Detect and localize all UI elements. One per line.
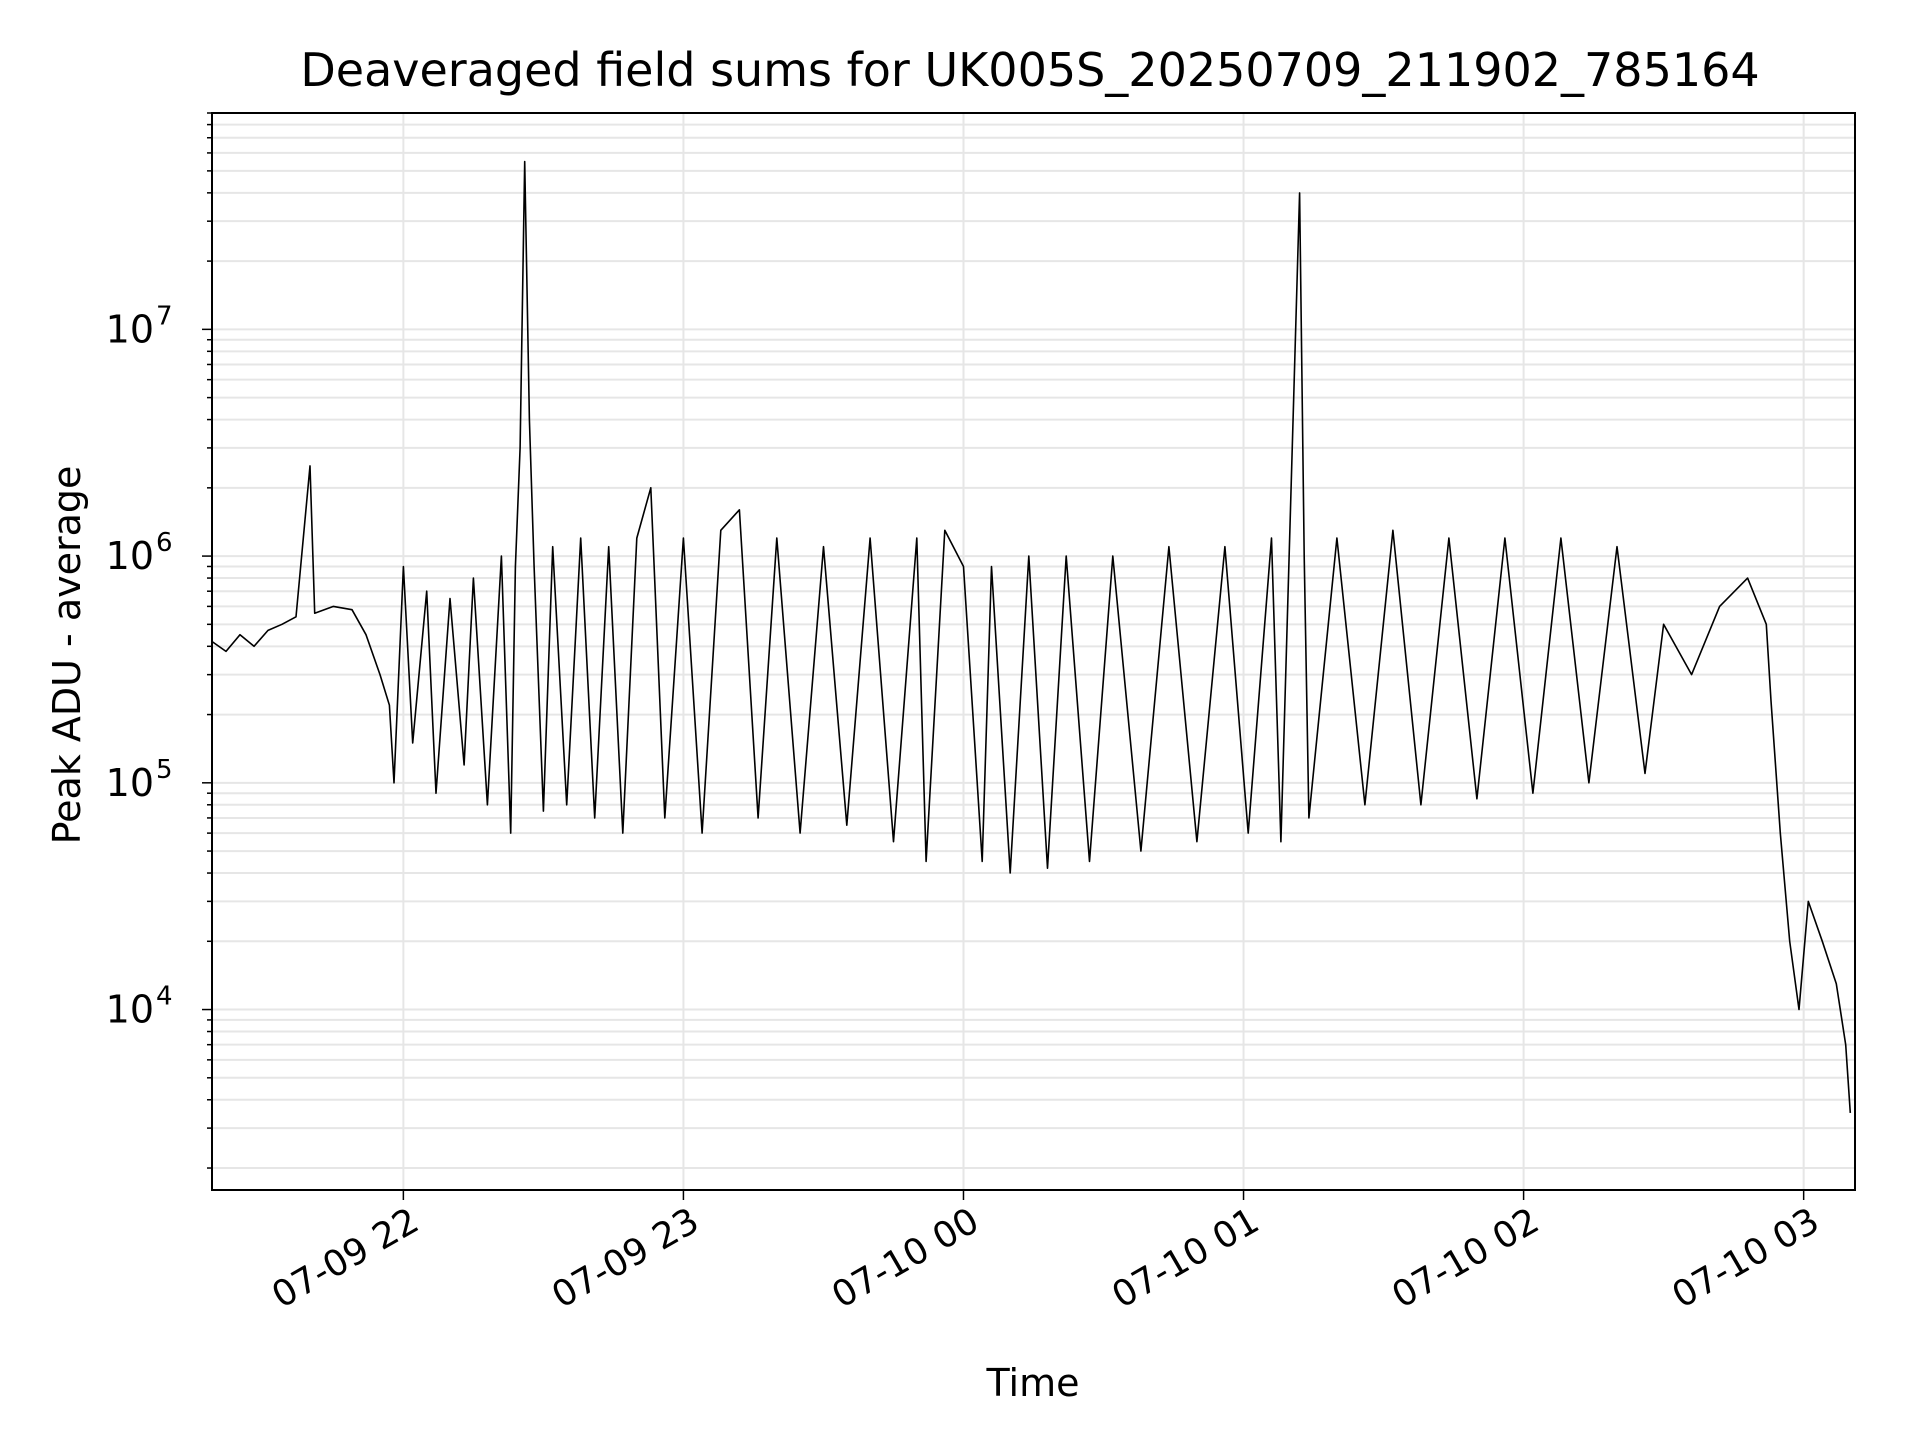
y-tick-label-exponent: 4	[156, 982, 173, 1012]
y-tick-label-exponent: 6	[156, 528, 173, 558]
y-tick-label-exponent: 5	[156, 755, 173, 785]
y-tick-label: 10	[106, 761, 154, 805]
x-axis-label: Time	[986, 1361, 1080, 1405]
y-axis-label: Peak ADU - average	[45, 466, 89, 845]
series-line	[211, 160, 1852, 1113]
plot-frame	[211, 112, 1856, 1191]
plot-area	[211, 160, 1852, 1113]
y-tick-label: 10	[106, 307, 154, 351]
y-tick-label: 10	[106, 988, 154, 1032]
chart-title: Deaveraged field sums for UK005S_2025070…	[300, 43, 1759, 97]
y-tick-label: 10	[106, 534, 154, 578]
y-tick-label-exponent: 7	[156, 301, 173, 331]
